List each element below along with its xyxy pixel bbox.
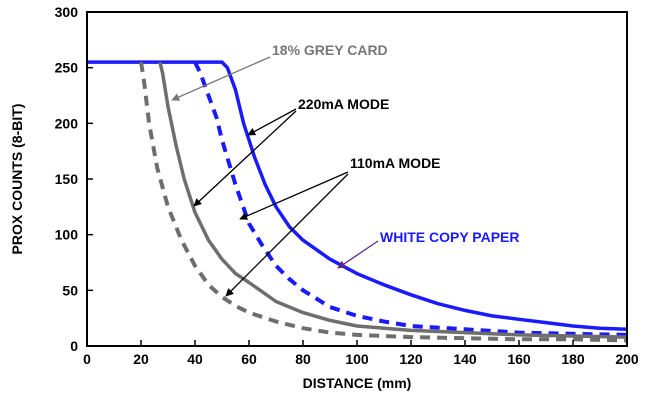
y-tick-label: 250 (55, 60, 79, 76)
x-tick-label: 100 (345, 351, 369, 367)
x-tick-label: 0 (83, 351, 91, 367)
y-axis-title: PROX COUNTS (8-BIT) (9, 104, 25, 255)
x-tick-label: 60 (241, 351, 257, 367)
110ma-label: 110mA MODE (350, 155, 441, 171)
grey-card-arrow (171, 56, 271, 101)
110ma-arrow-grey (225, 173, 349, 297)
white-paper-label: WHITE COPY PAPER (380, 229, 520, 245)
220ma-label: 220mA MODE (298, 96, 389, 112)
220ma-arrow-blue (247, 108, 297, 136)
x-tick-label: 180 (561, 351, 585, 367)
x-tick-label: 80 (295, 351, 311, 367)
x-tick-label: 20 (133, 351, 149, 367)
y-tick-label: 150 (55, 171, 79, 187)
grey-card-label: 18% GREY CARD (272, 42, 388, 58)
y-tick-label: 50 (62, 282, 78, 298)
y-tick-label: 0 (70, 338, 78, 354)
y-tick-label: 100 (55, 227, 79, 243)
x-axis-title: DISTANCE (mm) (303, 375, 412, 391)
grey-card-220ma-line (158, 61, 628, 339)
annotation-labels: 18% GREY CARD 220mA MODE 110mA MODE WHIT… (272, 42, 520, 245)
y-tick-label: 200 (55, 115, 79, 131)
x-tick-label: 200 (615, 351, 639, 367)
y-tick-label: 300 (55, 4, 79, 20)
x-tick-label: 140 (453, 351, 477, 367)
x-tick-label: 120 (399, 351, 423, 367)
x-tick-label: 160 (507, 351, 531, 367)
white-paper-arrow (337, 240, 379, 269)
110ma-arrow-blue (239, 171, 349, 220)
white-paper-110ma-line (193, 61, 628, 337)
ticks-layer: 0 20 40 60 80 100 120 140 160 180 200 0 50 100 150 200 2… (55, 4, 639, 367)
220ma-arrow-grey (193, 110, 297, 207)
x-tick-label: 40 (187, 351, 203, 367)
annotation-arrows (171, 56, 379, 297)
grey-card-110ma-line (139, 61, 628, 343)
